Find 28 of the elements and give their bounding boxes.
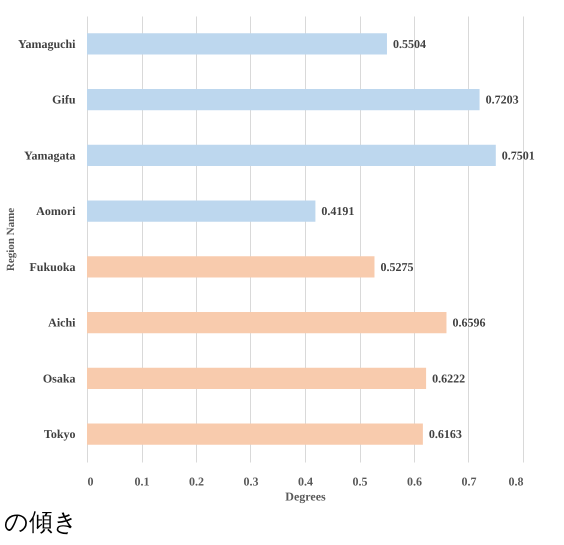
x-axis-title: Degrees <box>285 490 326 504</box>
data-label: 0.6222 <box>432 371 466 386</box>
y-tick-label: Aichi <box>48 316 76 330</box>
x-tick-label: 0.2 <box>189 474 204 488</box>
data-label: 0.5275 <box>380 260 414 274</box>
x-tick-label: 0.5 <box>352 474 368 488</box>
y-tick-label: Yamagata <box>24 148 76 162</box>
x-tick-label: 0.4 <box>298 474 313 488</box>
data-label: 0.6163 <box>428 427 462 442</box>
y-tick-label: Tokyo <box>44 427 76 442</box>
y-tick-label: Gifu <box>52 92 76 107</box>
y-tick-label: Fukuoka <box>29 260 76 274</box>
data-label: 0.7203 <box>486 92 519 107</box>
x-tick-label: 0.7 <box>462 474 476 488</box>
y-tick-label: Yamaguchi <box>18 36 76 51</box>
x-tick-label: 0.1 <box>134 474 150 488</box>
x-tick-label: 0.3 <box>244 474 258 488</box>
y-tick-label: Aomori <box>36 204 76 218</box>
data-label: 0.7501 <box>502 148 535 162</box>
x-tick-label: 0.8 <box>508 474 524 488</box>
data-label: 0.6596 <box>452 316 486 330</box>
text: の傾き <box>4 508 79 536</box>
x-tick-label: 0 <box>88 474 94 488</box>
data-label: 0.4191 <box>321 204 354 218</box>
x-tick-label: 0.6 <box>407 474 422 488</box>
y-axis-title: Region Name <box>5 208 18 272</box>
y-tick-label: Osaka <box>42 371 76 386</box>
data-label: 0.5504 <box>392 36 426 51</box>
